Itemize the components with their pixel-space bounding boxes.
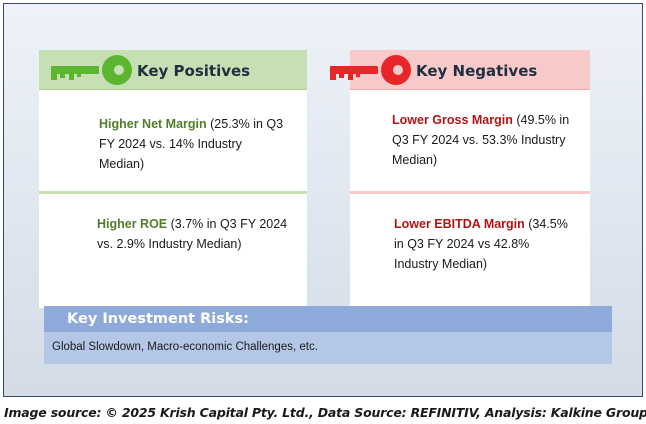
positive-item-lead: Higher ROE xyxy=(97,217,168,231)
key-negatives-header: Key Negatives xyxy=(330,50,590,90)
negative-item: Lower Gross Margin (49.5% in Q3 FY 2024 … xyxy=(350,90,590,194)
negative-item-detail: (34.5% in Q3 FY 2024 vs 42.8% Industry M… xyxy=(394,217,568,271)
positive-item: Higher Net Margin (25.3% in Q3 FY 2024 v… xyxy=(39,90,307,194)
positive-item-text: Higher ROE (3.7% in Q3 FY 2024 vs. 2.9% … xyxy=(97,214,297,254)
negative-item-detail: (49.5% in Q3 FY 2024 vs. 53.3% Industry … xyxy=(392,113,570,167)
key-negatives-column: Key Negatives Lower Gross Margin (49.5% … xyxy=(330,50,590,308)
negative-item: Lower EBITDA Margin (34.5% in Q3 FY 2024… xyxy=(350,194,590,308)
negative-item-lead: Lower Gross Margin xyxy=(392,113,513,127)
negative-item-lead: Lower EBITDA Margin xyxy=(394,217,525,231)
positive-item: Higher ROE (3.7% in Q3 FY 2024 vs. 2.9% … xyxy=(39,194,307,308)
image-source-caption: Image source: © 2025 Krish Capital Pty. … xyxy=(4,405,646,420)
negative-item-text: Lower EBITDA Margin (34.5% in Q3 FY 2024… xyxy=(394,214,574,274)
key-positives-column: Key Positives Higher Net Margin (25.3% i… xyxy=(39,50,307,308)
positive-item-text: Higher Net Margin (25.3% in Q3 FY 2024 v… xyxy=(99,114,289,174)
summary-panel: Key Positives Higher Net Margin (25.3% i… xyxy=(3,3,643,397)
key-investment-risks: Key Investment Risks: Global Slowdown, M… xyxy=(44,306,612,364)
key-icon xyxy=(330,55,411,85)
key-icon xyxy=(51,55,132,85)
key-positives-header: Key Positives xyxy=(39,50,307,90)
positive-item-lead: Higher Net Margin xyxy=(99,117,207,131)
positive-item-detail: (3.7% in Q3 FY 2024 vs. 2.9% Industry Me… xyxy=(97,217,288,251)
key-positives-title: Key Positives xyxy=(137,62,251,80)
negative-item-text: Lower Gross Margin (49.5% in Q3 FY 2024 … xyxy=(392,110,572,170)
risks-title: Key Investment Risks: xyxy=(44,306,612,332)
risks-text: Global Slowdown, Macro-economic Challeng… xyxy=(44,332,612,364)
key-negatives-title: Key Negatives xyxy=(416,62,538,80)
positive-item-detail: (25.3% in Q3 FY 2024 vs. 14% Industry Me… xyxy=(99,117,284,171)
